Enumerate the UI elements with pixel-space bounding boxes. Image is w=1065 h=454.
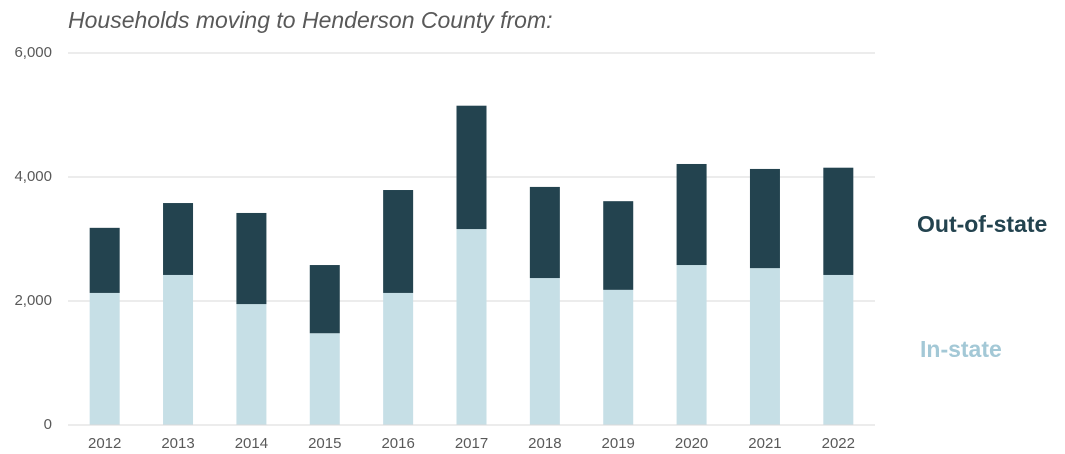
x-tick-label: 2013	[161, 435, 194, 452]
bar-segment	[236, 212, 267, 305]
bar-segment	[383, 292, 414, 425]
y-tick-label: 2,000	[14, 292, 52, 309]
bar-segment	[89, 227, 120, 293]
legend-label: In-state	[920, 336, 1002, 362]
x-tick-label: 2020	[675, 435, 708, 452]
x-tick-label: 2016	[381, 435, 414, 452]
x-tick-label: 2019	[602, 435, 635, 452]
legend-label: Out-of-state	[917, 211, 1047, 237]
x-tick-label: 2022	[822, 435, 855, 452]
bar-segment	[383, 190, 414, 293]
bar-segment	[309, 333, 340, 425]
bar-segment	[749, 168, 780, 269]
bar-segment	[603, 201, 634, 290]
bar-segment	[529, 186, 560, 279]
y-tick-label: 6,000	[14, 44, 52, 61]
bar-segment	[676, 265, 707, 425]
chart-title: Households moving to Henderson County fr…	[68, 7, 553, 33]
bar-segment	[163, 203, 194, 275]
bar-segment	[456, 105, 487, 230]
bar-segment	[823, 167, 854, 275]
x-tick-label: 2012	[88, 435, 121, 452]
y-tick-label: 4,000	[14, 168, 52, 185]
x-tick-label: 2018	[528, 435, 561, 452]
bar-segment	[236, 304, 267, 425]
bar-segment	[89, 292, 120, 425]
bar-segment	[676, 163, 707, 266]
bar-segment	[529, 278, 560, 425]
x-tick-label: 2015	[308, 435, 341, 452]
bar-segment	[823, 274, 854, 425]
bar-segment	[456, 229, 487, 425]
bar-segment	[309, 265, 340, 334]
x-tick-label: 2021	[748, 435, 781, 452]
y-tick-label: 0	[44, 416, 52, 433]
x-tick-label: 2014	[235, 435, 268, 452]
x-tick-label: 2017	[455, 435, 488, 452]
bar-segment	[749, 268, 780, 425]
bar-segment	[603, 289, 634, 425]
bar-segment	[163, 274, 194, 425]
